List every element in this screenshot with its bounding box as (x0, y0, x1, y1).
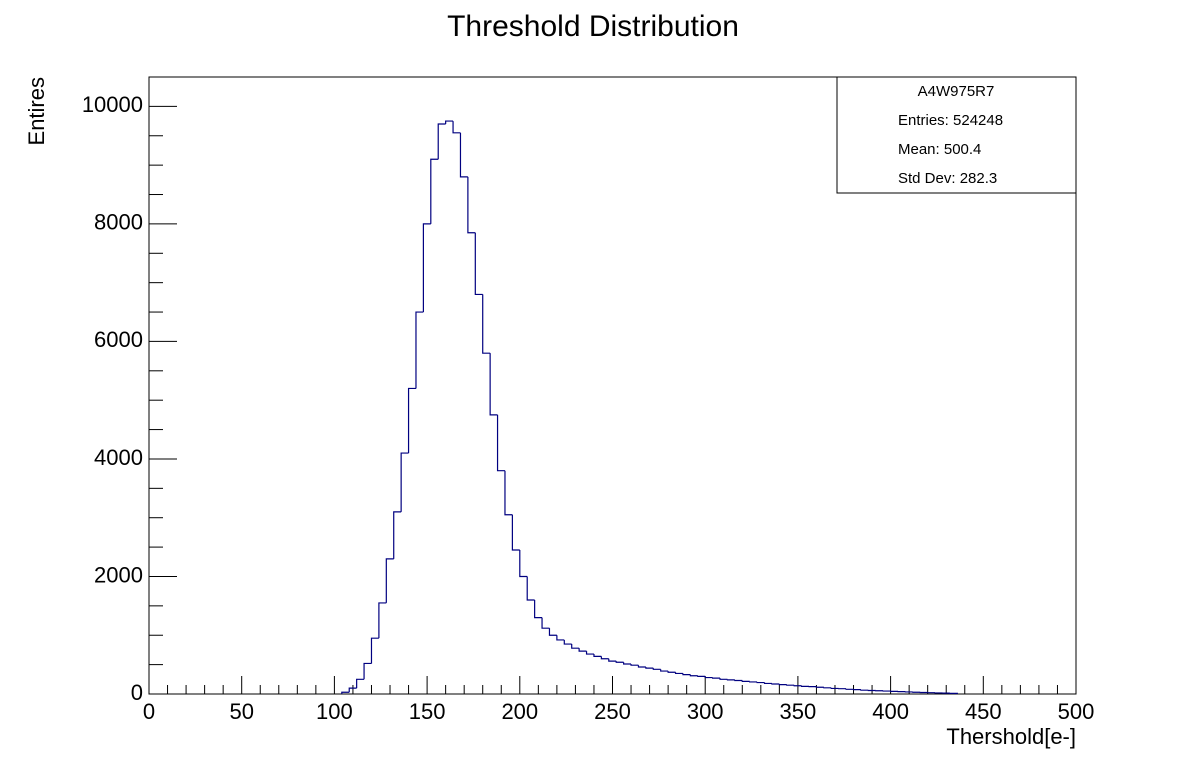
histogram-bin (548, 628, 557, 636)
x-tick-label: 350 (780, 699, 817, 724)
histogram-bin (682, 673, 691, 676)
x-tick-label: 50 (229, 699, 253, 724)
histogram-bin (719, 678, 728, 680)
histogram-bin (400, 452, 409, 512)
histogram-bin (445, 120, 454, 125)
x-tick-label: 100 (316, 699, 353, 724)
y-tick-label: 10000 (82, 92, 143, 117)
histogram-bin (697, 675, 706, 677)
histogram-bin (756, 681, 765, 684)
histogram-bin (430, 158, 439, 224)
histogram-bin (370, 637, 379, 664)
histogram-bin (749, 681, 758, 683)
histogram-bin (771, 683, 780, 685)
histogram-bin (578, 648, 587, 652)
histogram-bin (452, 121, 461, 134)
histogram-bin (496, 414, 505, 472)
histogram-bin (348, 687, 357, 693)
histogram-bin (356, 678, 365, 689)
histogram-bin (593, 654, 602, 657)
histogram-bin (860, 689, 869, 691)
histogram-bin (645, 666, 654, 669)
histogram-bin (474, 232, 483, 296)
x-tick-label: 500 (1058, 699, 1095, 724)
x-tick-label: 400 (872, 699, 909, 724)
histogram-bin (407, 387, 416, 454)
chart-title: Threshold Distribution (447, 10, 739, 43)
stats-line: Entries: 524248 (898, 112, 1003, 129)
histogram-bin (504, 470, 513, 516)
histogram-bin (385, 558, 394, 603)
x-tick-label: 250 (594, 699, 631, 724)
histogram-bin (674, 672, 683, 675)
histogram-bin (652, 668, 661, 670)
histogram-bin (704, 676, 713, 679)
x-tick-label: 300 (687, 699, 724, 724)
histogram-bin (511, 514, 520, 551)
y-tick-label: 4000 (94, 445, 143, 470)
x-tick-label: 450 (965, 699, 1002, 724)
histogram-bin (712, 677, 721, 679)
histogram-bin (571, 644, 580, 649)
histogram-bin (801, 685, 810, 687)
histogram-bin (741, 680, 750, 682)
histogram-bin (823, 687, 832, 689)
histogram-bin (534, 599, 543, 619)
histogram-bin (815, 686, 824, 688)
x-axis-label: Thershold[e-] (946, 724, 1076, 749)
histogram-bin (393, 511, 402, 559)
y-axis-label: Entires (24, 77, 49, 145)
histogram-bin (793, 685, 802, 687)
histogram-bin (689, 674, 698, 677)
histogram-bin (734, 679, 743, 682)
histogram-bin (585, 651, 594, 655)
histogram-bin (630, 664, 639, 666)
histogram-bin (489, 353, 498, 416)
histogram-bin (608, 658, 617, 662)
histogram-bin (949, 692, 958, 695)
y-tick-label: 6000 (94, 327, 143, 352)
stats-title: A4W975R7 (918, 83, 995, 100)
histogram-bin (600, 656, 609, 660)
histogram-bin (830, 687, 839, 690)
histogram-bin (467, 176, 476, 234)
histogram-bin (459, 132, 468, 178)
x-tick-label: 200 (501, 699, 538, 724)
histogram-bin (363, 662, 372, 680)
histogram-bin (519, 550, 528, 578)
stats-line: Mean: 500.4 (898, 141, 981, 158)
histogram-bin (667, 671, 676, 673)
histogram-bin (437, 123, 446, 160)
histogram-bin (623, 662, 632, 665)
histogram-bin (556, 635, 565, 641)
histogram-bin (341, 691, 350, 694)
histogram-bin (660, 669, 669, 672)
histogram-bin (845, 688, 854, 690)
histogram-bin (415, 311, 424, 389)
histogram-bin (637, 665, 646, 668)
histogram-bin (422, 223, 431, 313)
histogram-bin (526, 576, 535, 601)
histogram-bin (763, 682, 772, 685)
y-tick-label: 8000 (94, 210, 143, 235)
stats-line: Std Dev: 282.3 (898, 170, 997, 187)
y-tick-label: 2000 (94, 562, 143, 587)
x-tick-label: 0 (143, 699, 155, 724)
stats-box (836, 76, 1077, 194)
histogram-bin (378, 602, 387, 639)
histogram-bin (541, 617, 550, 629)
histogram-bin (615, 661, 624, 663)
x-tick-label: 150 (409, 699, 446, 724)
y-tick-label: 0 (131, 680, 143, 705)
histogram-bin (786, 684, 795, 686)
histogram-bin (482, 294, 491, 354)
histogram-bin (778, 683, 787, 686)
histogram-bin (726, 679, 735, 681)
histogram-bin (563, 639, 572, 645)
